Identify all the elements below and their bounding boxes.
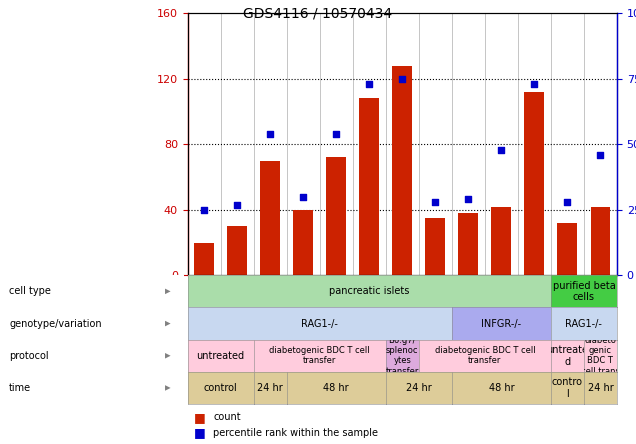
Bar [459, 213, 478, 275]
Point [364, 80, 375, 87]
Bar [425, 218, 445, 275]
Point [430, 198, 440, 206]
Text: time: time [9, 383, 31, 393]
Text: 24 hr: 24 hr [588, 383, 613, 393]
Text: RAG1-/-: RAG1-/- [565, 318, 602, 329]
Text: 48 hr: 48 hr [324, 383, 349, 393]
Text: untreate
d: untreate d [546, 345, 588, 367]
Text: percentile rank within the sample: percentile rank within the sample [213, 428, 378, 438]
Bar [590, 206, 611, 275]
Point [199, 206, 209, 214]
Bar [227, 226, 247, 275]
Text: diabeto
genic
BDC T
cell trans: diabeto genic BDC T cell trans [581, 336, 620, 376]
Point [397, 75, 407, 83]
Point [265, 130, 275, 137]
Text: protocol: protocol [9, 351, 49, 361]
Point [298, 193, 308, 200]
Bar [260, 161, 280, 275]
Bar [392, 66, 412, 275]
Text: contro
l: contro l [552, 377, 583, 399]
Text: 24 hr: 24 hr [406, 383, 432, 393]
Point [232, 201, 242, 208]
Text: 48 hr: 48 hr [488, 383, 514, 393]
Point [529, 80, 539, 87]
Point [595, 151, 605, 159]
Text: diabetogenic BDC T cell
transfer: diabetogenic BDC T cell transfer [434, 346, 535, 365]
Text: control: control [204, 383, 237, 393]
Text: ■: ■ [194, 426, 205, 440]
Text: 24 hr: 24 hr [258, 383, 283, 393]
Point [463, 196, 473, 203]
Text: B6.g7/
splenoc
ytes
transfer: B6.g7/ splenoc ytes transfer [385, 336, 419, 376]
Bar [293, 210, 313, 275]
Text: diabetogenic BDC T cell
transfer: diabetogenic BDC T cell transfer [270, 346, 370, 365]
Text: RAG1-/-: RAG1-/- [301, 318, 338, 329]
Bar [326, 158, 346, 275]
Text: pancreatic islets: pancreatic islets [329, 286, 410, 297]
Bar [492, 206, 511, 275]
Text: INFGR-/-: INFGR-/- [481, 318, 522, 329]
Bar [558, 223, 577, 275]
Text: purified beta
cells: purified beta cells [553, 281, 615, 302]
Point [562, 198, 572, 206]
Text: genotype/variation: genotype/variation [9, 318, 102, 329]
Bar [194, 242, 214, 275]
Text: GDS4116 / 10570434: GDS4116 / 10570434 [244, 7, 392, 21]
Bar [525, 92, 544, 275]
Text: count: count [213, 412, 240, 422]
Point [496, 146, 506, 153]
Point [331, 130, 342, 137]
Text: untreated: untreated [197, 351, 245, 361]
Text: cell type: cell type [9, 286, 51, 297]
Text: ■: ■ [194, 411, 205, 424]
Bar [359, 99, 379, 275]
